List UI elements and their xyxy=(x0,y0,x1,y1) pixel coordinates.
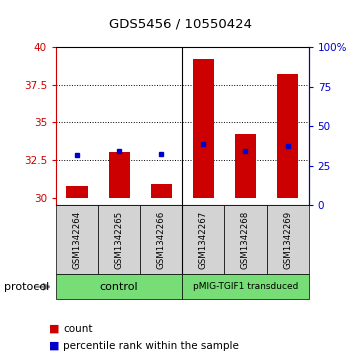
Bar xyxy=(109,152,130,197)
Text: GSM1342264: GSM1342264 xyxy=(73,211,82,269)
Bar xyxy=(56,274,182,299)
Text: GSM1342269: GSM1342269 xyxy=(283,211,292,269)
Text: count: count xyxy=(63,323,93,334)
Bar xyxy=(193,59,214,197)
Text: GSM1342265: GSM1342265 xyxy=(115,211,123,269)
Bar xyxy=(66,185,87,197)
Text: ■: ■ xyxy=(49,323,59,334)
Bar xyxy=(235,134,256,197)
Text: GSM1342267: GSM1342267 xyxy=(199,211,208,269)
Bar xyxy=(140,205,182,274)
Text: protocol: protocol xyxy=(4,282,49,292)
Text: ■: ■ xyxy=(49,340,59,351)
Text: control: control xyxy=(100,282,138,292)
Text: GSM1342268: GSM1342268 xyxy=(241,211,250,269)
Bar xyxy=(225,205,266,274)
Bar xyxy=(151,184,172,197)
Bar xyxy=(182,274,309,299)
Bar xyxy=(98,205,140,274)
Bar xyxy=(56,205,98,274)
Text: GSM1342266: GSM1342266 xyxy=(157,211,166,269)
Text: percentile rank within the sample: percentile rank within the sample xyxy=(63,340,239,351)
Bar xyxy=(266,205,309,274)
Bar xyxy=(277,74,298,197)
Bar xyxy=(182,205,225,274)
Text: GDS5456 / 10550424: GDS5456 / 10550424 xyxy=(109,17,252,30)
Text: pMIG-TGIF1 transduced: pMIG-TGIF1 transduced xyxy=(193,282,298,291)
